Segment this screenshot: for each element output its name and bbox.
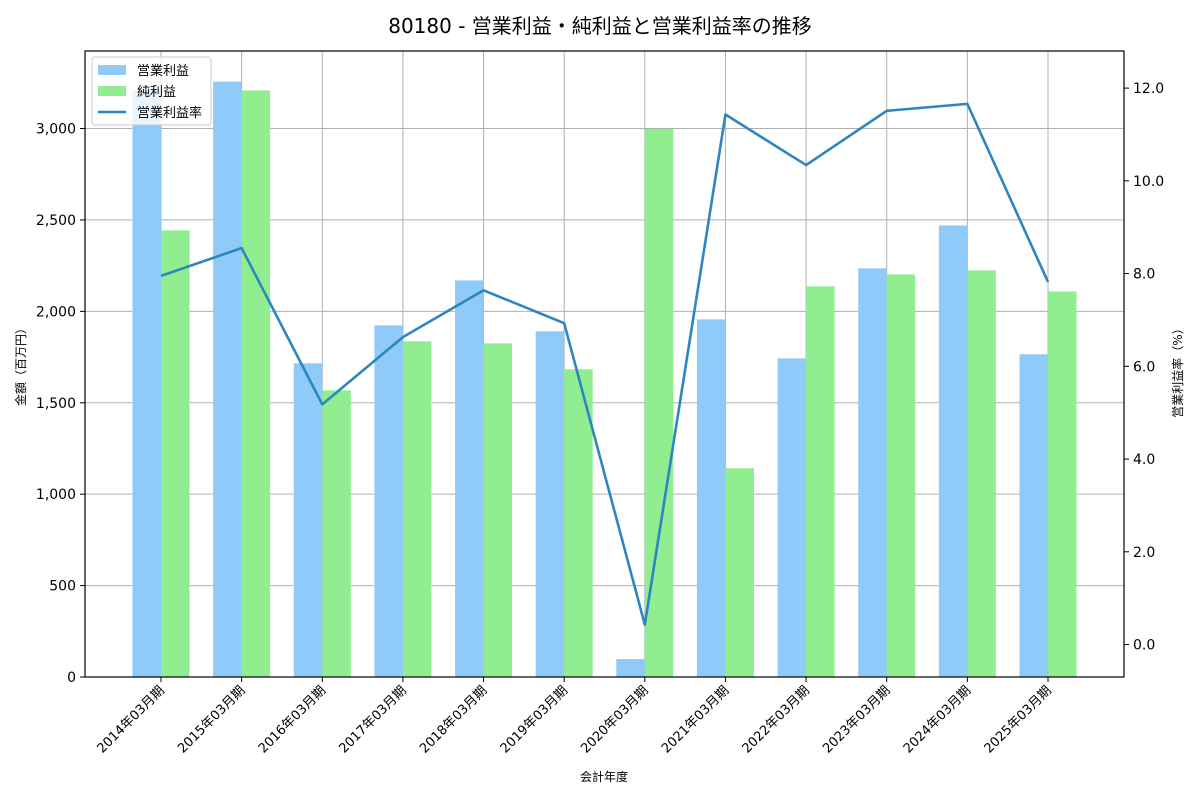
line-operating-margin	[160, 102, 1050, 626]
x-tick-label: 2019年03月期	[498, 683, 571, 756]
chart-title: 80180 - 営業利益・純利益と営業利益率の推移	[388, 14, 812, 38]
y-tick-label: 1,000	[36, 487, 76, 503]
bar-operating-profit	[293, 363, 323, 677]
bar-operating-profit	[455, 280, 484, 677]
bar-net-profit	[806, 286, 835, 677]
plot-frame	[84, 50, 1125, 678]
bar-operating-profit	[374, 325, 403, 677]
bar-net-profit	[322, 390, 351, 677]
legend-label: 営業利益	[137, 63, 189, 79]
bar-operating-profit	[696, 319, 726, 677]
y-right-tick-label: 0.0	[1133, 638, 1155, 654]
y-right-tick-label: 8.0	[1133, 267, 1155, 283]
bar-net-profit	[564, 369, 593, 677]
x-axis-label: 会計年度	[580, 769, 628, 784]
y-axis-label: 金額（百万円）	[13, 322, 28, 406]
bar-operating-profit	[858, 268, 887, 677]
x-tick-label: 2025年03月期	[982, 683, 1055, 756]
x-tick-label: 2022年03月期	[740, 683, 813, 756]
bar-net-profit	[483, 343, 513, 677]
bar-net-profit	[1048, 291, 1077, 677]
y-right-axis-label: 営業利益率（%）	[1170, 322, 1185, 417]
bar-net-profit	[725, 468, 754, 677]
legend-swatch	[98, 86, 126, 96]
legend-swatch	[98, 65, 126, 75]
legend-label: 営業利益率	[137, 105, 202, 121]
y-right-tick-label: 4.0	[1133, 452, 1155, 468]
x-tick-label: 2024年03月期	[901, 683, 974, 756]
y-right-tick-label: 12.0	[1133, 81, 1164, 97]
y-right-tick-label: 6.0	[1133, 359, 1155, 375]
x-tick-label: 2015年03月期	[175, 683, 248, 756]
x-tick-label: 2018年03月期	[417, 683, 490, 756]
bar-operating-profit	[1019, 354, 1048, 677]
bar-operating-profit	[777, 358, 807, 677]
bar-net-profit	[161, 230, 190, 677]
bar-net-profit	[967, 270, 996, 677]
legend-label: 純利益	[137, 85, 176, 100]
y-tick-label: 1,500	[36, 396, 76, 412]
x-tick-label: 2017年03月期	[336, 683, 409, 756]
bar-operating-profit	[132, 90, 161, 677]
bar-operating-profit	[213, 81, 242, 678]
x-tick-label: 2014年03月期	[95, 683, 168, 756]
y-right-tick-label: 2.0	[1133, 545, 1155, 561]
y-right-tick-label: 10.0	[1133, 174, 1164, 190]
y-tick-label: 0	[67, 670, 76, 686]
y-tick-label: 3,000	[36, 122, 76, 138]
bar-net-profit	[241, 90, 271, 677]
bar-operating-profit	[535, 331, 565, 677]
bar-net-profit	[644, 128, 674, 677]
x-tick-label: 2020年03月期	[578, 683, 651, 756]
bar-operating-profit	[616, 659, 645, 677]
x-tick-label: 2021年03月期	[659, 683, 732, 756]
bar-net-profit	[886, 274, 916, 677]
bar-operating-profit	[938, 225, 968, 677]
y-tick-label: 500	[49, 579, 76, 595]
bar-net-profit	[402, 341, 432, 677]
y-tick-label: 2,000	[36, 304, 76, 320]
y-tick-label: 2,500	[36, 213, 76, 229]
x-tick-label: 2023年03月期	[820, 683, 893, 756]
x-tick-label: 2016年03月期	[256, 683, 329, 756]
